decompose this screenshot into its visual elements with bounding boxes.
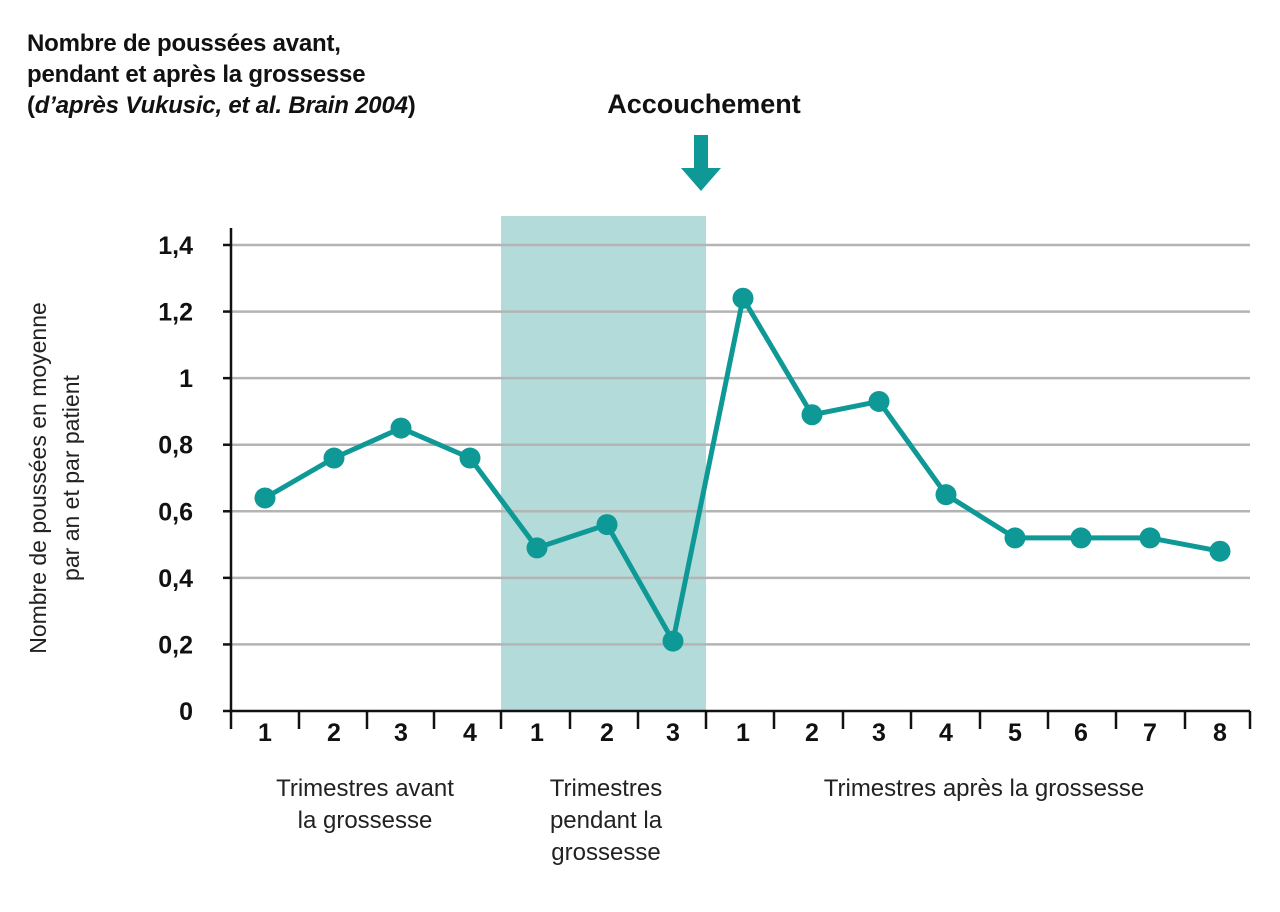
y-axis-title-line-2: par an et par patient (58, 374, 84, 580)
y-tick-label: 1 (179, 365, 193, 393)
x-tick-label: 4 (939, 719, 953, 747)
y-tick-label: 0,4 (158, 565, 193, 593)
data-point (935, 484, 957, 506)
group-label: grossesse (551, 839, 660, 866)
pregnancy-band (501, 216, 706, 711)
group-label: la grossesse (298, 807, 433, 834)
axis-layer (223, 228, 1252, 729)
data-point (1004, 527, 1026, 549)
y-axis-title-line-1: Nombre de poussées en moyenne (25, 302, 51, 654)
y-tick-label: 0,8 (158, 432, 193, 460)
data-point (254, 487, 276, 509)
group-label: Trimestres (550, 775, 662, 802)
annotation-layer: Accouchement (607, 89, 801, 191)
group-label: Trimestres avant (276, 775, 454, 802)
data-point (390, 417, 412, 439)
y-axis-title: Nombre de poussées en moyenne par an et p… (25, 302, 84, 654)
title-line-1: Nombre de poussées avant, (27, 30, 341, 57)
data-point (1209, 540, 1231, 562)
x-tick-label: 2 (600, 719, 614, 747)
data-point (801, 404, 823, 426)
y-tick-label: 0,6 (158, 498, 193, 526)
label-layer: 0 0,2 0,4 0,6 0,8 1 1,2 1,4 1 2 3 4 1 2 3 1 2 3 4 5 6 7 8 Trime… (25, 232, 1227, 866)
x-tick-label: 3 (666, 719, 680, 747)
title-line-3: (d’après Vukusic, et al. Brain 2004) (27, 92, 416, 119)
data-point (662, 630, 684, 652)
pregnancy-band-layer (501, 216, 706, 711)
y-tick-label: 1,2 (158, 299, 193, 327)
title-source: d’après Vukusic, et al. Brain 2004 (34, 92, 408, 119)
y-tick-label: 0 (179, 698, 193, 726)
x-tick-label: 2 (327, 719, 341, 747)
series-layer (254, 287, 1231, 652)
x-tick-label: 7 (1143, 719, 1157, 747)
x-tick-label: 1 (736, 719, 750, 747)
x-tick-label: 3 (394, 719, 408, 747)
x-tick-label: 3 (872, 719, 886, 747)
y-tick-label: 0,2 (158, 631, 193, 659)
data-point (323, 447, 345, 469)
data-point (868, 390, 890, 412)
chart-title: Nombre de poussées avant, pendant et apr… (27, 28, 416, 121)
group-label: Trimestres après la grossesse (824, 775, 1145, 802)
data-point (732, 287, 754, 309)
data-point (459, 447, 481, 469)
x-tick-label: 1 (258, 719, 272, 747)
x-tick-label: 4 (463, 719, 477, 747)
x-tick-label: 8 (1213, 719, 1227, 747)
data-point (596, 514, 618, 536)
data-point (1070, 527, 1092, 549)
group-label: pendant la (550, 807, 663, 834)
title-line-2: pendant et après la grossesse (27, 61, 366, 88)
series-line (263, 295, 1221, 644)
arrow-down-icon (681, 135, 721, 191)
x-tick-label: 5 (1008, 719, 1022, 747)
y-tick-label: 1,4 (158, 232, 193, 260)
data-point (526, 537, 548, 559)
x-tick-label: 1 (530, 719, 544, 747)
x-tick-label: 6 (1074, 719, 1088, 747)
annotation-label: Accouchement (607, 89, 801, 119)
x-tick-label: 2 (805, 719, 819, 747)
data-point (1139, 527, 1161, 549)
